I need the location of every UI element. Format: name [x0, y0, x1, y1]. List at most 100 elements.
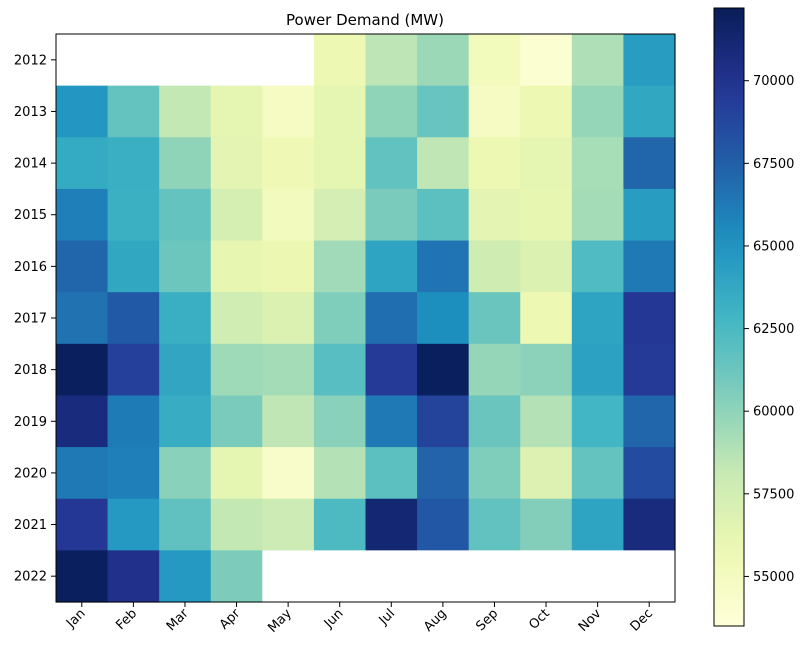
heatmap-cell	[107, 85, 160, 138]
heatmap-cell	[107, 447, 160, 500]
heatmap-cell	[210, 137, 263, 190]
heatmap-cell	[417, 498, 470, 551]
heatmap-cell	[520, 188, 573, 242]
heatmap-cell	[520, 292, 573, 345]
heatmap-cell	[417, 550, 470, 603]
heatmap-cell	[468, 34, 521, 87]
heatmap-cell	[262, 447, 315, 500]
x-axis: Jan Feb Mar Apr May Jun Jul Aug Sep Oct Nov Dec	[63, 602, 656, 636]
colorbar-gradient	[713, 7, 745, 627]
heatmap-cell	[365, 188, 418, 242]
x-tick-label: Dec	[628, 606, 656, 634]
heatmap-cell	[571, 188, 625, 242]
heatmap-cell	[107, 343, 160, 397]
heatmap-cell	[210, 292, 263, 345]
heatmap-cell	[210, 34, 263, 87]
heatmap-cell	[623, 85, 676, 138]
heatmap-cell	[365, 395, 418, 448]
heatmap-cell	[313, 447, 367, 500]
heatmap-cell	[210, 85, 263, 138]
heatmap-cell	[417, 188, 470, 242]
heatmap-cell	[107, 292, 160, 345]
heatmap-cell	[262, 188, 315, 242]
heatmap-cell	[571, 447, 625, 500]
heatmap-cell	[56, 188, 109, 242]
chart-title: Power Demand (MW)	[286, 11, 444, 29]
heatmap-cell	[210, 447, 263, 500]
heatmap-cell	[56, 550, 109, 603]
heatmap-cell	[468, 395, 521, 448]
heatmap-cell	[262, 240, 315, 293]
heatmap-cell	[571, 498, 625, 551]
heatmap-cell	[623, 498, 676, 551]
y-tick-label: 2019	[14, 415, 47, 430]
y-tick-label: 2017	[14, 312, 47, 327]
y-tick-label: 2012	[14, 53, 47, 68]
heatmap-cell	[365, 85, 418, 138]
heatmap-cell	[159, 447, 212, 500]
heatmap-cell	[56, 343, 109, 397]
heatmap-cell	[417, 85, 470, 138]
heatmap-cell	[365, 34, 418, 87]
heatmap-cell	[159, 550, 212, 603]
heatmap-cell	[468, 447, 521, 500]
heatmap-cell	[520, 447, 573, 500]
heatmap-cell	[210, 498, 263, 551]
heatmap-cell	[159, 343, 212, 397]
heatmap-cell	[262, 85, 315, 138]
heatmap-cell	[262, 137, 315, 190]
colorbar-tick-label: 55000	[753, 570, 794, 585]
heatmap-cell	[210, 395, 263, 448]
heatmap-cell	[159, 85, 212, 138]
heatmap-cell	[468, 240, 521, 293]
colorbar-tick-label: 60000	[753, 405, 794, 420]
heatmap-cell	[107, 395, 160, 448]
heatmap-cell	[520, 85, 573, 138]
heatmap-cell	[313, 85, 367, 138]
x-tick-label: May	[265, 606, 295, 636]
heatmap-cell	[107, 188, 160, 242]
heatmap-cell	[210, 343, 263, 397]
heatmap-cell	[520, 498, 573, 551]
heatmap-cell	[210, 550, 263, 603]
colorbar-tick-label: 67500	[753, 157, 794, 172]
plot-frame	[55, 33, 676, 603]
heatmap-cell	[313, 550, 367, 603]
heatmap-cell	[159, 188, 212, 242]
heatmap-cell	[468, 550, 521, 603]
colorbar-tick-label: 70000	[753, 74, 794, 89]
heatmap-cell	[417, 34, 470, 87]
heatmap-cell	[468, 137, 521, 190]
x-tick-label: Jul	[376, 606, 398, 628]
x-tick-label: Mar	[164, 606, 192, 634]
x-tick-label: Sep	[473, 606, 501, 634]
heatmap-cell	[107, 550, 160, 603]
heatmap-cell	[313, 240, 367, 293]
heatmap-cell	[571, 550, 625, 603]
heatmap-cell	[56, 395, 109, 448]
x-tick-label: Apr	[217, 606, 244, 633]
y-tick-label: 2015	[14, 208, 47, 223]
heatmap-cell	[210, 188, 263, 242]
heatmap-cell	[623, 240, 676, 293]
heatmap-cell	[56, 292, 109, 345]
y-tick-label: 2018	[14, 363, 47, 378]
heatmap-cell	[571, 240, 625, 293]
heatmap-cell	[262, 550, 315, 603]
heatmap-cell	[159, 137, 212, 190]
heatmap-cell	[571, 395, 625, 448]
heatmap-cell	[520, 395, 573, 448]
heatmap-cell	[313, 34, 367, 87]
heatmap-cell	[365, 550, 418, 603]
heatmap-cell	[417, 447, 470, 500]
heatmap-cell	[623, 550, 676, 603]
y-axis: 2012 2013 2014 2015 2016 2017 2018 2019 2020 2021…	[14, 53, 56, 585]
heatmap-cell	[107, 240, 160, 293]
heatmap-cell	[520, 137, 573, 190]
heatmap-cell	[262, 292, 315, 345]
heatmap-cell	[468, 498, 521, 551]
heatmap-cell	[313, 137, 367, 190]
heatmap-cell	[313, 292, 367, 345]
heatmap-cell	[417, 343, 470, 397]
